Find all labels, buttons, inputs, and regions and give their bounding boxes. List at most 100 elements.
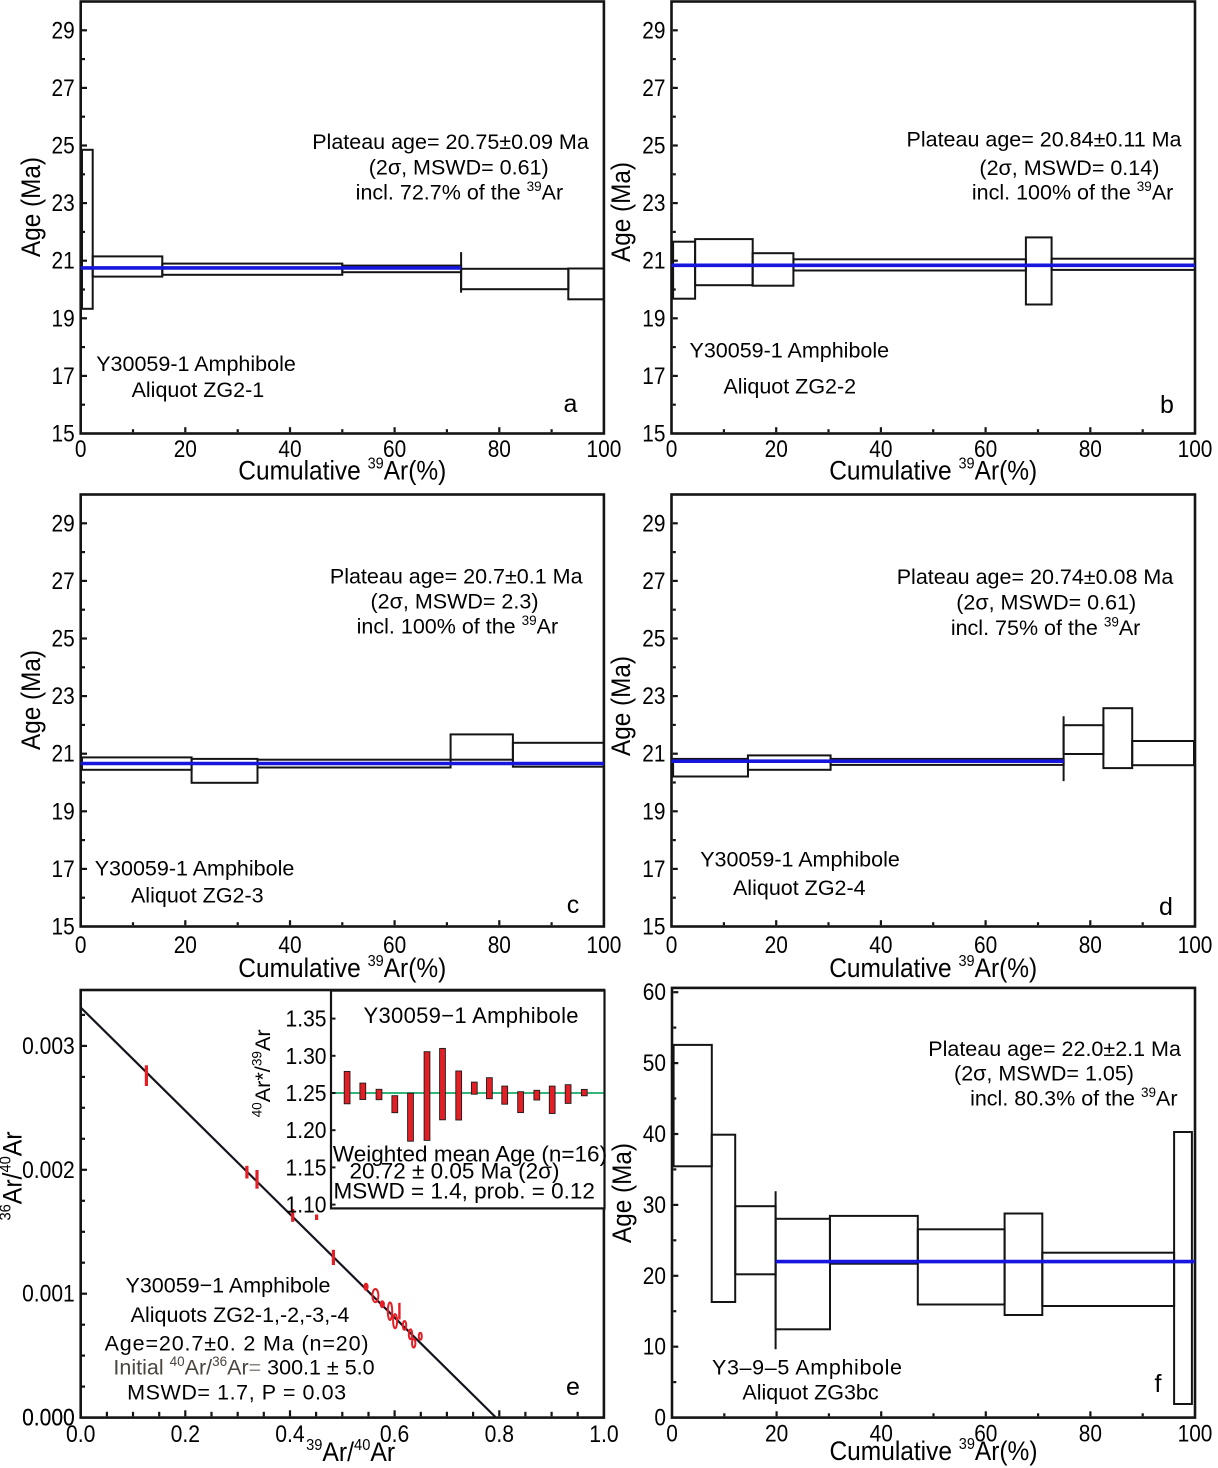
svg-text:1.25: 1.25 [286, 1080, 327, 1106]
svg-text:29: 29 [52, 17, 75, 44]
svg-text:1.35: 1.35 [286, 1006, 327, 1032]
svg-text:17: 17 [642, 856, 665, 883]
svg-text:Aliquot ZG3bc: Aliquot ZG3bc [742, 1381, 878, 1405]
svg-text:20: 20 [765, 1421, 788, 1448]
svg-text:Weighted mean Age (n=16): Weighted mean Age (n=16) [333, 1142, 607, 1167]
svg-text:80: 80 [488, 436, 511, 463]
svg-text:40: 40 [869, 932, 892, 959]
svg-text:Plateau age= 22.0±2.1 Ma: Plateau age= 22.0±2.1 Ma [928, 1037, 1181, 1061]
svg-text:incl. 100% of the 39Ar: incl. 100% of the 39Ar [972, 179, 1173, 205]
svg-text:Age (Ma): Age (Ma) [606, 656, 636, 756]
svg-text:Cumulative 39Ar(%): Cumulative 39Ar(%) [238, 456, 446, 486]
svg-text:20: 20 [174, 932, 197, 959]
svg-text:80: 80 [1079, 1421, 1102, 1448]
svg-text:(2σ, MSWD= 0.61): (2σ, MSWD= 0.61) [369, 156, 549, 180]
svg-text:27: 27 [52, 568, 75, 595]
svg-text:15: 15 [642, 421, 665, 448]
svg-text:incl. 75% of the 39Ar: incl. 75% of the 39Ar [951, 614, 1141, 640]
svg-text:Y30059-1 Amphibole: Y30059-1 Amphibole [95, 857, 295, 881]
svg-text:27: 27 [642, 75, 665, 102]
svg-text:Aliquot ZG2-1: Aliquot ZG2-1 [132, 378, 265, 402]
svg-text:60: 60 [974, 1421, 997, 1448]
svg-text:Plateau age= 20.74±0.08 Ma: Plateau age= 20.74±0.08 Ma [897, 565, 1174, 589]
svg-text:30: 30 [643, 1192, 666, 1219]
svg-text:40Ar*/39Ar: 40Ar*/39Ar [249, 1029, 275, 1117]
svg-text:Aliquot ZG2-3: Aliquot ZG2-3 [131, 884, 264, 908]
svg-text:1.10: 1.10 [286, 1192, 327, 1218]
svg-text:1.20: 1.20 [286, 1117, 327, 1143]
svg-text:a: a [564, 390, 578, 418]
svg-text:25: 25 [52, 133, 75, 160]
svg-text:20: 20 [174, 436, 197, 463]
svg-text:19: 19 [52, 798, 75, 825]
svg-text:0.0: 0.0 [66, 1421, 95, 1448]
svg-text:0.002: 0.002 [22, 1157, 75, 1184]
svg-text:15: 15 [642, 914, 665, 941]
svg-text:39Ar/40Ar: 39Ar/40Ar [306, 1437, 395, 1467]
svg-text:19: 19 [52, 305, 75, 332]
svg-text:80: 80 [1079, 436, 1102, 463]
svg-text:40: 40 [278, 932, 301, 959]
svg-text:20: 20 [643, 1263, 666, 1290]
svg-text:23: 23 [52, 683, 75, 710]
svg-text:0: 0 [75, 932, 87, 959]
svg-text:Plateau age= 20.84±0.11 Ma: Plateau age= 20.84±0.11 Ma [907, 128, 1182, 152]
svg-text:80: 80 [1079, 932, 1102, 959]
svg-text:0.2: 0.2 [171, 1421, 200, 1448]
svg-text:0: 0 [666, 436, 678, 463]
svg-text:Initial 40Ar/36Ar= 300.1 ± 5.0: Initial 40Ar/36Ar= 300.1 ± 5.0 [113, 1354, 374, 1380]
svg-text:Aliquots ZG2-1,-2,-3,-4: Aliquots ZG2-1,-2,-3,-4 [131, 1303, 350, 1327]
svg-text:27: 27 [642, 568, 665, 595]
svg-text:0: 0 [654, 1405, 666, 1432]
svg-text:40: 40 [643, 1121, 666, 1148]
svg-text:20: 20 [765, 932, 788, 959]
svg-text:15: 15 [52, 914, 75, 941]
svg-text:80: 80 [488, 932, 511, 959]
svg-text:e: e [566, 1373, 580, 1401]
svg-text:incl. 72.7% of the 39Ar: incl. 72.7% of the 39Ar [356, 179, 563, 205]
svg-text:0.003: 0.003 [22, 1033, 75, 1060]
svg-text:21: 21 [52, 741, 75, 768]
svg-text:Aliquot ZG2-2: Aliquot ZG2-2 [723, 375, 856, 399]
svg-text:19: 19 [642, 305, 665, 332]
svg-text:Y3–9–5 Amphibole: Y3–9–5 Amphibole [712, 1356, 902, 1380]
svg-text:100: 100 [1178, 932, 1213, 959]
svg-text:100: 100 [587, 436, 622, 463]
svg-text:17: 17 [52, 856, 75, 883]
svg-text:20.72 ± 0.05 Ma (2σ): 20.72 ± 0.05 Ma (2σ) [349, 1159, 559, 1184]
svg-text:Cumulative 39Ar(%): Cumulative 39Ar(%) [830, 1436, 1038, 1466]
svg-text:Plateau age= 20.75±0.09 Ma: Plateau age= 20.75±0.09 Ma [312, 130, 589, 154]
svg-text:0.6: 0.6 [380, 1421, 409, 1448]
svg-text:Plateau age= 20.7±0.1 Ma: Plateau age= 20.7±0.1 Ma [330, 565, 583, 589]
svg-text:20: 20 [765, 436, 788, 463]
svg-text:0.000: 0.000 [22, 1405, 75, 1432]
svg-text:36Ar/40Ar: 36Ar/40Ar [0, 1131, 28, 1220]
svg-text:21: 21 [52, 248, 75, 275]
svg-text:MSWD = 1.4, prob. = 0.12: MSWD = 1.4, prob. = 0.12 [334, 1179, 595, 1204]
svg-text:40: 40 [870, 1421, 893, 1448]
svg-text:(2σ, MSWD= 0.61): (2σ, MSWD= 0.61) [956, 590, 1136, 614]
svg-text:Cumulative 39Ar(%): Cumulative 39Ar(%) [829, 953, 1037, 983]
svg-text:Cumulative 39Ar(%): Cumulative 39Ar(%) [238, 953, 446, 983]
svg-text:(2σ, MSWD= 2.3): (2σ, MSWD= 2.3) [371, 590, 539, 614]
svg-text:29: 29 [52, 510, 75, 537]
svg-text:40: 40 [278, 436, 301, 463]
svg-text:29: 29 [642, 17, 665, 44]
svg-text:19: 19 [642, 798, 665, 825]
svg-text:10: 10 [643, 1334, 666, 1361]
svg-text:23: 23 [52, 190, 75, 217]
svg-text:29: 29 [642, 510, 665, 537]
svg-text:25: 25 [52, 626, 75, 653]
svg-text:21: 21 [642, 741, 665, 768]
svg-text:(2σ, MSWD= 1.05): (2σ, MSWD= 1.05) [954, 1062, 1134, 1086]
svg-text:17: 17 [642, 363, 665, 390]
svg-text:Y30059-1 Amphibole: Y30059-1 Amphibole [689, 339, 889, 363]
svg-text:27: 27 [52, 75, 75, 102]
svg-text:0.000: 0.000 [22, 1405, 75, 1432]
svg-text:Age (Ma): Age (Ma) [16, 650, 46, 750]
svg-text:60: 60 [383, 436, 406, 463]
svg-text:Age (Ma): Age (Ma) [16, 157, 46, 257]
svg-text:0.8: 0.8 [485, 1421, 514, 1448]
svg-text:1.30: 1.30 [286, 1043, 327, 1069]
svg-text:Age (Ma): Age (Ma) [607, 1143, 637, 1243]
